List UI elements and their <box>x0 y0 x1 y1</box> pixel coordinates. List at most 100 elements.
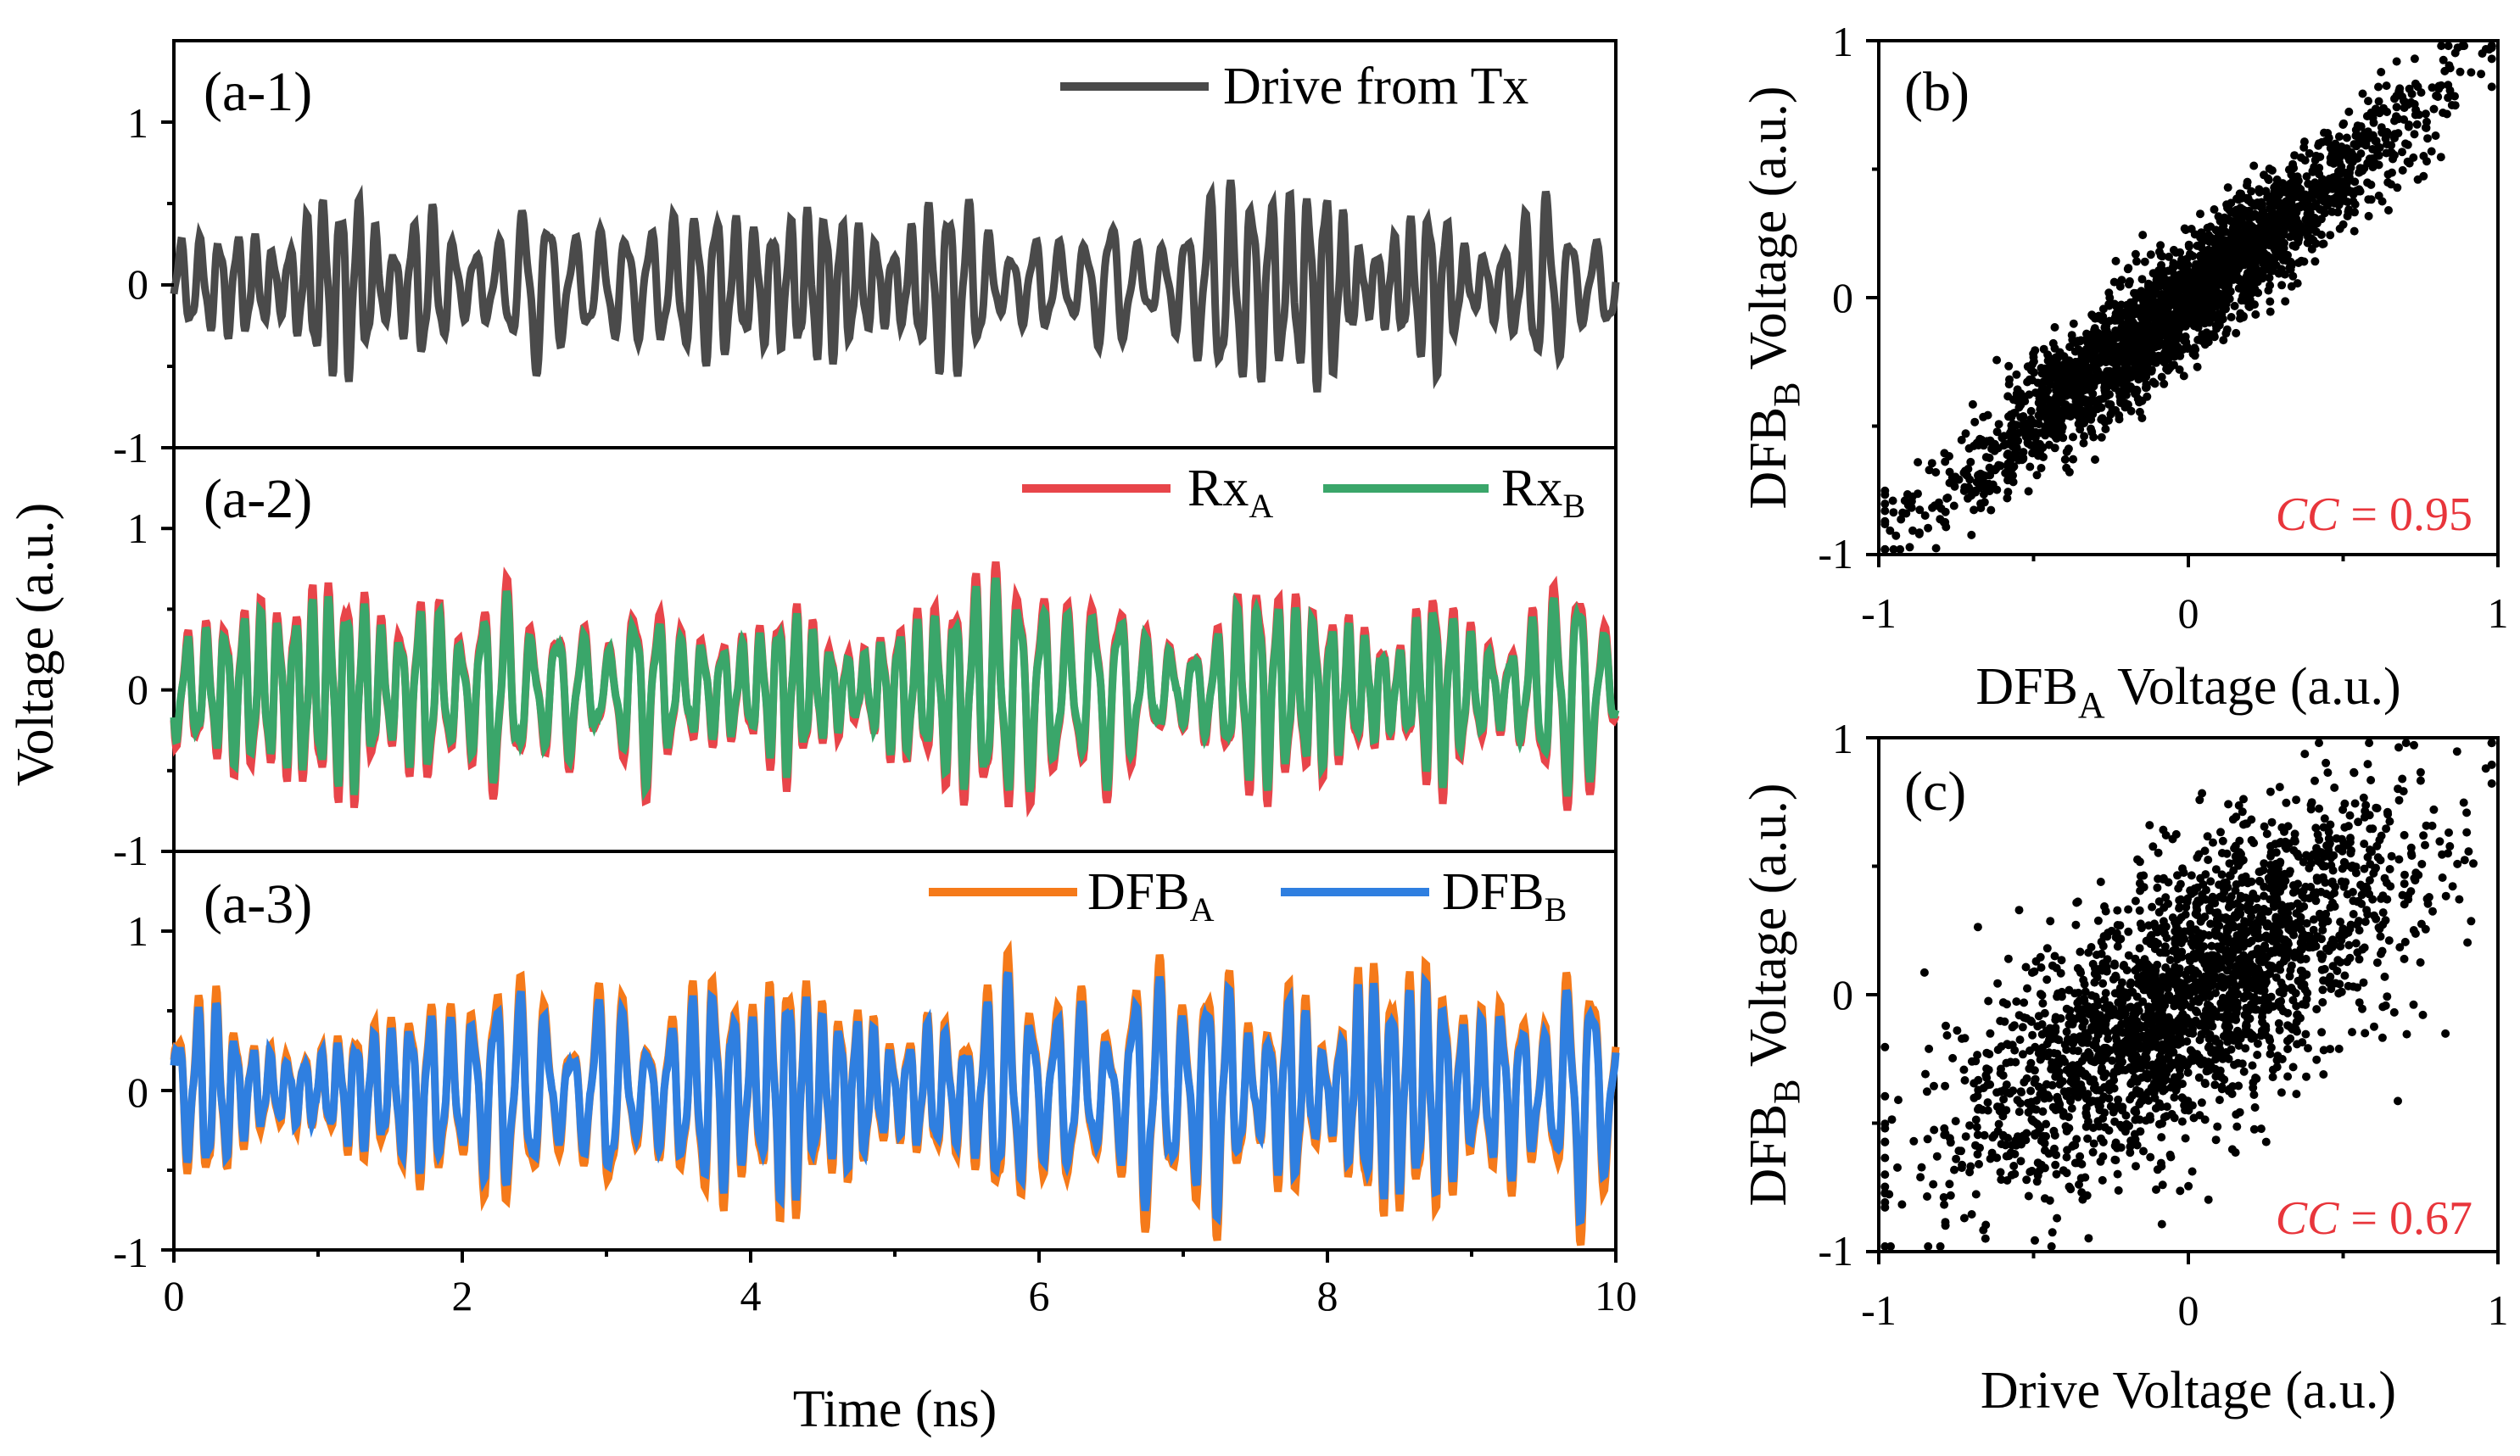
c-points-point <box>2088 1147 2098 1157</box>
b-points-point <box>2422 117 2431 126</box>
c-points-point <box>2127 1054 2137 1063</box>
panel-b-cc: CC = 0.95 <box>2276 488 2473 541</box>
c-points-point <box>2047 1241 2056 1251</box>
c-points-point <box>2051 1160 2060 1169</box>
b-points-point <box>2197 228 2206 237</box>
c-points-point <box>2199 931 2208 940</box>
c-points-point <box>2335 931 2344 940</box>
c-points-point <box>2098 1137 2108 1146</box>
b-points-point <box>2165 287 2175 296</box>
b-points-point <box>2137 275 2147 284</box>
c-points-point <box>2139 871 2148 880</box>
c-points-point <box>2417 860 2427 868</box>
b-points-point <box>2095 395 2104 404</box>
c-points-point <box>2184 1181 2193 1191</box>
c-points-point <box>2245 895 2255 905</box>
c-points-point <box>2376 856 2385 865</box>
c-points-point <box>2302 1072 2310 1081</box>
b-points-point <box>2344 174 2353 183</box>
c-points-point <box>2042 944 2052 953</box>
c-points-point <box>2394 1096 2402 1106</box>
c-points-point <box>1880 1170 1890 1180</box>
c-points-point <box>2037 1052 2046 1062</box>
c-points-point <box>1945 1180 1954 1189</box>
b-points-point <box>2294 259 2303 267</box>
c-points-point <box>2024 1191 2033 1201</box>
c-points-point <box>2033 1022 2042 1031</box>
c-points-point <box>2193 883 2202 892</box>
b-points-point <box>2393 183 2402 192</box>
c-points-point <box>2107 1011 2116 1020</box>
c-points-point <box>2089 1084 2098 1093</box>
b-points-point <box>2341 149 2350 159</box>
c-points-point <box>2188 933 2197 942</box>
c-points-point <box>1984 996 1993 1006</box>
b-points-point <box>2427 147 2436 156</box>
c-points-point <box>2194 997 2204 1007</box>
b-points-point <box>1976 504 1986 513</box>
c-points-point <box>2203 832 2212 841</box>
c-points-point <box>2062 1027 2071 1036</box>
c-points-point <box>2216 999 2226 1007</box>
b-points-point <box>2169 343 2178 353</box>
c-points-point <box>2257 1026 2266 1035</box>
b-points-point <box>2189 305 2199 315</box>
b-points-point <box>2467 68 2476 77</box>
a1-ytick-m1: -1 <box>113 424 148 471</box>
c-points-point <box>2378 908 2388 918</box>
b-points-point <box>2260 170 2268 180</box>
c-points-point <box>1959 1213 1969 1223</box>
b-points-point <box>2487 42 2496 51</box>
c-points-point <box>2155 987 2165 996</box>
c-points-point <box>2239 820 2248 829</box>
b-points-point <box>1985 454 1994 462</box>
c-points-point <box>2271 973 2281 982</box>
b-points-point <box>2024 487 2033 496</box>
c-points-point <box>2006 1057 2015 1067</box>
c-points-point <box>2020 1078 2029 1087</box>
b-points-point <box>2227 313 2236 321</box>
c-points-point <box>2164 899 2173 908</box>
c-points-point <box>1982 1048 1992 1057</box>
c-points-point <box>2125 1029 2134 1038</box>
b-points-point <box>2165 252 2173 261</box>
b-points-point <box>2445 86 2455 95</box>
c-points-point <box>1880 1188 1890 1197</box>
b-points-point <box>2266 281 2275 290</box>
c-points-point <box>1973 1130 1982 1140</box>
c-points-point <box>2211 1072 2221 1081</box>
c-points-point <box>1880 1119 1890 1129</box>
c-points-point <box>2281 837 2290 846</box>
c-points-point <box>2177 947 2187 957</box>
b-points-point <box>2135 407 2144 416</box>
c-points-point <box>2009 1162 2019 1170</box>
b-points-point <box>2148 323 2157 332</box>
c-points-point <box>2133 1062 2143 1071</box>
c-points-point <box>2372 958 2382 968</box>
c-points-point <box>2283 1045 2293 1053</box>
a-ylabel: Voltage (a.u.) <box>7 503 64 787</box>
b-points-point <box>1931 468 1941 477</box>
b-points-point <box>2289 215 2299 225</box>
c-points-point <box>2195 795 2204 805</box>
c-points-point <box>2156 1158 2165 1168</box>
c-points-point <box>2078 1022 2087 1031</box>
b-points-point <box>2146 296 2155 305</box>
c-points-point <box>2101 1070 2109 1079</box>
b-points-point <box>2311 151 2321 160</box>
c-points-point <box>2165 956 2175 964</box>
b-points-point <box>1889 508 1898 517</box>
c-points-point <box>2377 949 2385 958</box>
b-points-point <box>2032 471 2042 480</box>
c-points-point <box>1936 1241 1945 1251</box>
c-points-point <box>2037 1160 2046 1169</box>
c-points-point <box>2187 890 2196 899</box>
c-points-point <box>2338 846 2347 856</box>
c-points-point <box>2146 1152 2155 1162</box>
c-points-point <box>2227 1045 2236 1054</box>
c-points-point <box>2174 916 2183 925</box>
c-points-point <box>2010 1046 2020 1055</box>
c-points-point <box>2053 992 2062 1001</box>
panel-a3: (a-3) DFBA DFBB 1 0 -1 0 2 4 6 8 10 Time… <box>113 850 1637 1438</box>
